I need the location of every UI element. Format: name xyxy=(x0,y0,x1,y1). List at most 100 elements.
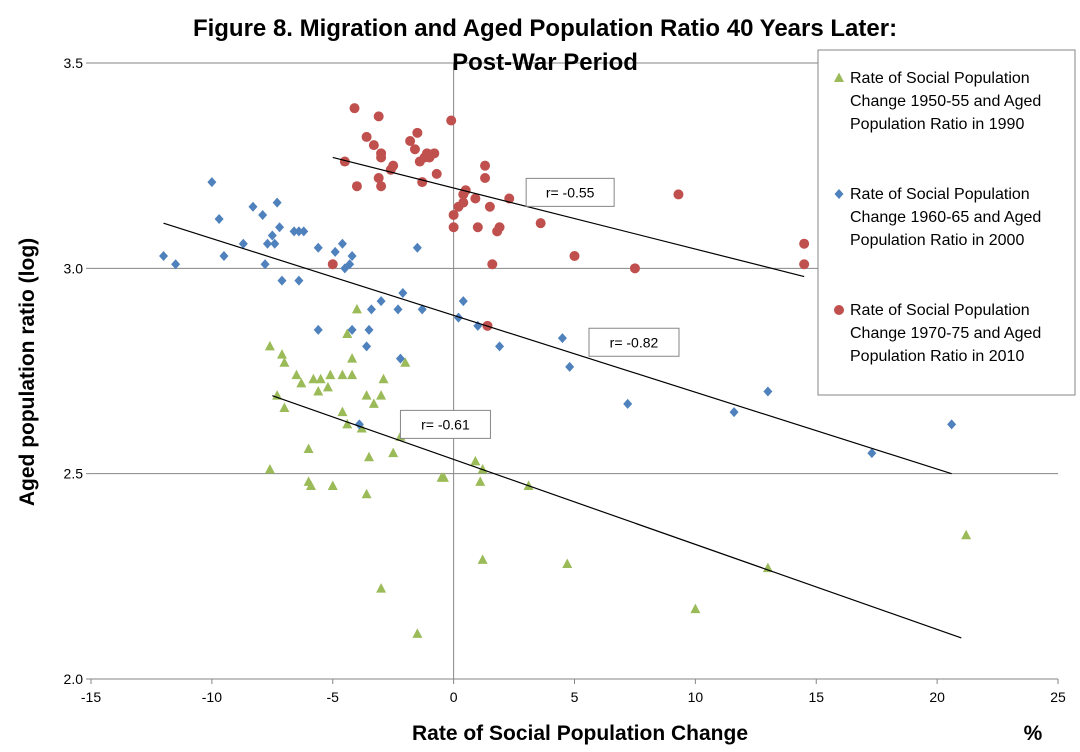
x-tick-label: -15 xyxy=(81,689,101,705)
circle-point xyxy=(376,181,387,192)
diamond-point xyxy=(453,312,463,323)
circle-point xyxy=(431,168,442,179)
diamond-point xyxy=(867,448,877,459)
y-tick-label: 2.0 xyxy=(64,671,84,687)
correlation-labels: r= -0.61 r= -0.82 r= -0.55 xyxy=(399,177,680,439)
diamond-point xyxy=(270,238,280,249)
circle-point xyxy=(480,172,491,183)
circle-point xyxy=(494,222,505,233)
circle-point xyxy=(535,218,546,229)
chart-title-line-1: Figure 8. Migration and Aged Population … xyxy=(193,15,897,42)
triangle-point xyxy=(342,328,353,339)
diamond-point xyxy=(398,287,408,298)
circle-point xyxy=(339,156,350,167)
triangle-point xyxy=(376,390,387,400)
triangle-point xyxy=(470,455,481,466)
circle-point xyxy=(448,222,459,233)
triangle-point xyxy=(313,386,324,396)
circle-point xyxy=(460,185,471,196)
triangle-point xyxy=(279,402,290,412)
circle-point xyxy=(629,263,640,274)
triangle-point xyxy=(303,443,314,454)
diamond-point xyxy=(362,341,372,352)
diamond-point xyxy=(294,275,304,286)
r-label: r= -0.82 xyxy=(610,334,659,350)
diamond-point xyxy=(260,259,270,270)
diamond-point xyxy=(347,251,357,262)
r-label-box xyxy=(588,327,680,357)
diamond-point xyxy=(207,177,217,188)
triangle-point xyxy=(276,349,287,359)
legend-box xyxy=(817,49,1076,396)
x-tick-label: 5 xyxy=(571,689,579,705)
legend-label: Rate of Social Population Change 1960-65 … xyxy=(850,186,1041,249)
trendline xyxy=(163,222,952,475)
legend: Rate of Social Population Change 1950-55 … xyxy=(817,49,1076,396)
chart-title-line-2: Post-War Period xyxy=(452,49,638,76)
diamond-point xyxy=(258,209,268,220)
trendline xyxy=(332,156,805,278)
diamond-point xyxy=(729,407,739,418)
diamond-point xyxy=(565,361,575,372)
diamond-point xyxy=(412,242,422,253)
x-axis-label: Rate of Social Population Change xyxy=(412,722,748,745)
triangle-point xyxy=(690,603,701,614)
diamond-point xyxy=(345,259,355,270)
triangle-point xyxy=(327,480,338,490)
triangle-point xyxy=(388,447,399,458)
diamond-point xyxy=(267,230,277,241)
circle-point xyxy=(470,193,481,204)
legend-items: Rate of Social Population Change 1950-55 … xyxy=(834,70,1041,365)
circle-point xyxy=(349,103,360,114)
diamond-point xyxy=(623,398,633,409)
diamond-point xyxy=(364,324,374,335)
circle-point xyxy=(673,189,684,200)
x-tick-label: 10 xyxy=(688,689,704,705)
triangle-point xyxy=(364,451,375,462)
circle-point xyxy=(487,259,498,270)
diamond-point xyxy=(313,324,323,335)
diamond-point xyxy=(313,242,323,253)
x-axis-unit: % xyxy=(1024,722,1043,745)
diamond-point xyxy=(347,324,357,335)
diamond-point xyxy=(289,226,299,237)
triangle-point xyxy=(477,554,488,564)
circle-point xyxy=(373,111,384,122)
triangle-point xyxy=(291,369,302,380)
circle-point xyxy=(472,222,483,233)
triangle-point xyxy=(342,418,353,429)
legend-circle-icon xyxy=(834,305,844,315)
triangle-point xyxy=(438,472,449,482)
circle-point xyxy=(388,160,399,171)
diamond-point xyxy=(214,214,224,225)
x-tick-label: 20 xyxy=(929,689,945,705)
diamond-point xyxy=(458,296,468,307)
diamond-point xyxy=(376,296,386,307)
diamond-point xyxy=(248,201,258,212)
triangle-point xyxy=(475,476,486,486)
triangle-point xyxy=(347,369,358,380)
triangle-point xyxy=(315,373,326,384)
triangle-point xyxy=(347,353,358,363)
diamond-point xyxy=(393,304,403,315)
legend-triangle-icon xyxy=(834,72,844,82)
circle-point xyxy=(412,127,423,138)
y-tick-label: 3.0 xyxy=(64,260,84,276)
triangle-point xyxy=(325,369,336,380)
diamond-point xyxy=(495,341,505,352)
legend-label: Rate of Social Population Change 1950-55 … xyxy=(850,70,1041,133)
diamond-point xyxy=(159,251,169,262)
diamond-point xyxy=(262,238,272,249)
triangle-point xyxy=(279,357,290,367)
circle-point xyxy=(376,152,387,163)
triangle-point xyxy=(562,558,573,569)
circle-point xyxy=(484,201,495,212)
triangle-point xyxy=(361,488,372,499)
circle-point xyxy=(448,209,459,220)
triangle-point xyxy=(762,562,773,573)
x-tick-label: 15 xyxy=(808,689,824,705)
diamond-point xyxy=(219,251,229,262)
diamond-point xyxy=(763,386,773,397)
diamond-point xyxy=(337,238,347,249)
